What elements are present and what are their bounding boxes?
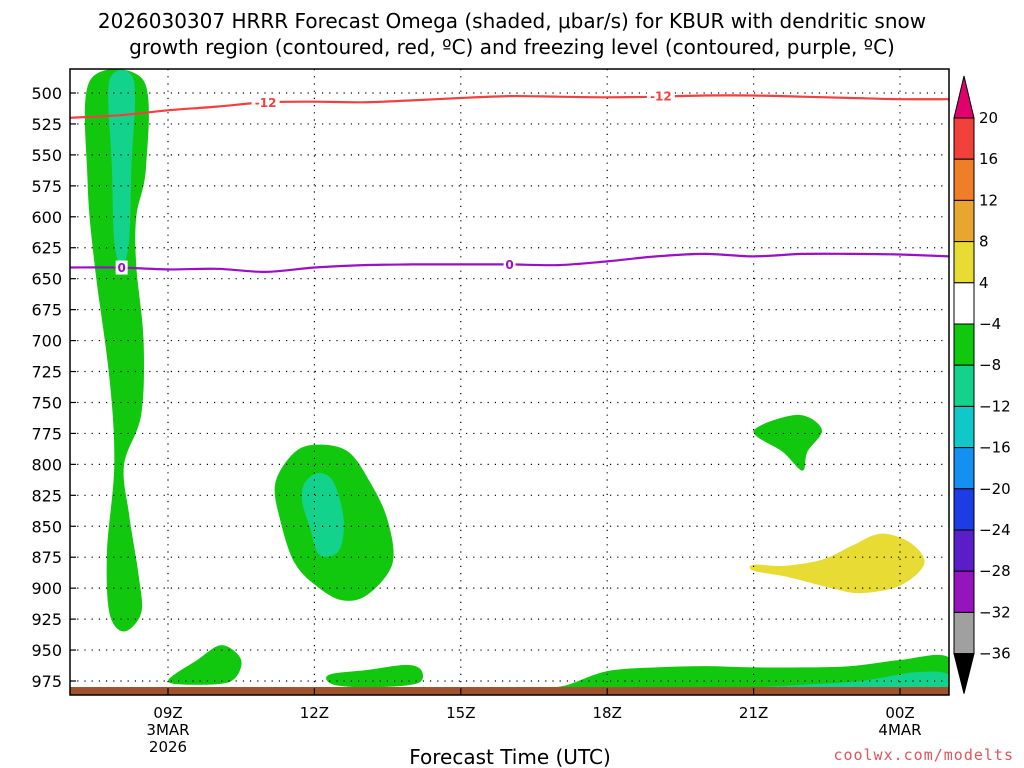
contour-label-1-1: 0 [505,258,513,272]
y-axis: 500 525 550 575 600 625 650 675 700 725 750 775 800 8… [31,84,76,691]
y-tick-label-650: 650 [31,270,62,289]
y-tick-label-525: 525 [31,115,62,134]
colorbar-label-0: 20 [979,109,998,127]
x-tick-year-09Z: 2026 [149,738,187,756]
plot-frame [69,68,950,696]
colorbar-box-7 [953,364,975,407]
x-tick-date-09Z: 3MAR [146,721,189,739]
colorbar-box-1 [953,117,975,160]
colorbar-label-4: 4 [979,274,989,292]
colorbar-box-5 [953,282,975,325]
y-tick-label-675: 675 [31,301,62,320]
colorbar-box-2 [953,158,975,201]
colorbar-box-13 [953,611,975,655]
y-tick-label-600: 600 [31,208,62,227]
x-axis-label: Forecast Time (UTC) [409,745,611,768]
colorbar: 20 16 12 8 4 −4 −8 −12 −16 −20 −24 −28 −32 −36 [953,75,1011,694]
omega-region-3 [301,473,344,557]
colorbar-label-5: −4 [979,315,1001,333]
y-tick-label-775: 775 [31,424,62,443]
omega-shading [84,69,949,695]
colorbar-box-8 [953,405,975,449]
temperature-contours: -12 -12 0 0 [70,89,949,275]
colorbar-label-6: −8 [979,356,1001,374]
y-tick-label-975: 975 [31,672,62,691]
y-tick-label-725: 725 [31,363,62,382]
gridlines [70,69,949,695]
omega-region-0 [84,69,149,632]
chart-title-line-2: growth region (contoured, red, ºC) and f… [129,35,895,59]
y-tick-label-625: 625 [31,239,62,258]
y-tick-label-550: 550 [31,146,62,165]
contour-label-bg-0-0 [251,95,280,110]
y-tick-label-575: 575 [31,177,62,196]
x-tick-label-12Z: 12Z [300,704,329,722]
colorbar-label-2: 12 [979,191,998,209]
x-tick-label-09Z: 09Z [153,704,182,722]
chart-title-line-1: 2026030307 HRRR Forecast Omega (shaded, … [98,9,926,33]
colorbar-bottom-arrow [953,653,975,694]
omega-region-5 [326,664,424,688]
colorbar-box-12 [953,570,975,613]
x-tick-label-18Z: 18Z [593,704,622,722]
y-tick-label-900: 900 [31,579,62,598]
contour-label-1-0: 0 [117,261,125,275]
contour-label-bg-1-0 [115,260,128,275]
contour-line-0 [70,94,949,119]
colorbar-box-9 [953,447,975,490]
contour-label-bg-1-1 [503,257,516,272]
colorbar-top-arrow [953,75,975,119]
colorbar-box-3 [953,199,975,243]
y-tick-label-925: 925 [31,610,62,629]
contour-label-0-0: -12 [255,96,277,110]
colorbar-label-7: −12 [979,397,1011,415]
y-tick-label-700: 700 [31,332,62,351]
x-tick-label-00Z: 00Z [885,704,914,722]
colorbar-label-13: −36 [979,645,1011,663]
colorbar-label-3: 8 [979,233,989,251]
omega-region-9 [749,533,925,594]
x-tick-label-21Z: 21Z [739,704,768,722]
y-tick-label-950: 950 [31,641,62,660]
colorbar-box-6 [953,323,975,366]
contour-label-0-1: -12 [650,90,672,104]
colorbar-label-11: −28 [979,562,1011,580]
colorbar-box-11 [953,529,975,572]
y-tick-label-850: 850 [31,517,62,536]
omega-region-4 [168,645,242,685]
terrain-surface [70,687,949,695]
colorbar-label-9: −20 [979,480,1011,498]
y-tick-label-500: 500 [31,84,62,103]
x-tick-date-00Z: 4MAR [878,721,921,739]
colorbar-label-12: −32 [979,603,1011,621]
x-tick-label-15Z: 15Z [446,704,475,722]
y-tick-label-750: 750 [31,393,62,412]
y-tick-label-825: 825 [31,486,62,505]
colorbar-box-4 [953,241,975,284]
credit-text: coolwx.com/modelts [833,746,1014,764]
omega-region-8 [753,414,823,471]
colorbar-label-10: −24 [979,521,1011,539]
y-tick-label-800: 800 [31,455,62,474]
colorbar-label-8: −16 [979,439,1011,457]
colorbar-label-1: 16 [979,150,998,168]
contour-label-bg-0-1 [646,89,675,104]
colorbar-box-10 [953,488,975,531]
y-tick-label-875: 875 [31,548,62,567]
